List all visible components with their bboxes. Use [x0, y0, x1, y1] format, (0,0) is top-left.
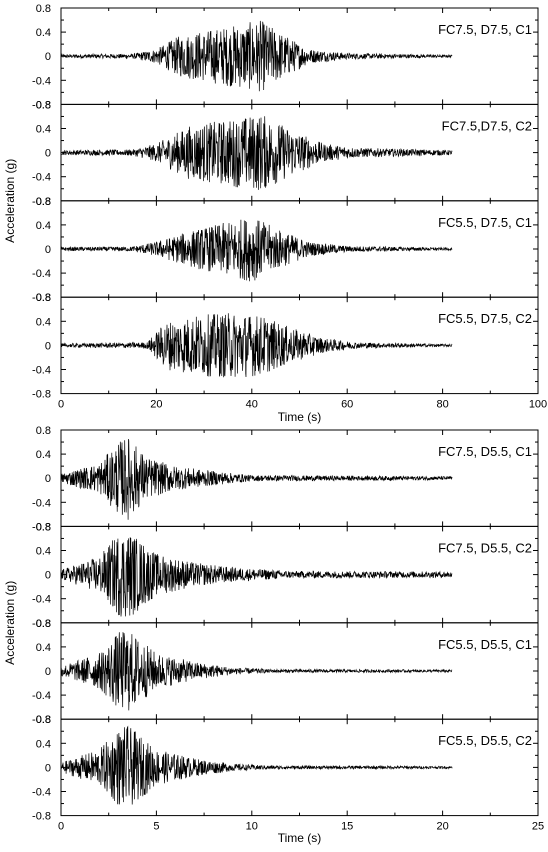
panel-1-4: 0.8 0.4 0 -0.4 -0.8 FC5.5, D7.5, C2: [32, 292, 539, 401]
y-tick-label: 0.4: [36, 642, 51, 654]
y-tick-label: 0: [45, 340, 51, 352]
chart-group-2: 0.8 0.4 0 -0.4 -0.8 FC7.5, D5.5, C1 0.8 0.4 0 -0.…: [3, 425, 544, 845]
y-tick-label: -0.4: [32, 75, 51, 87]
acceleration-trace: [60, 438, 453, 520]
y-tick-label: 0.8: [36, 521, 51, 533]
y-tick-label: 0: [45, 148, 51, 160]
panel-record-label: FC7.5, D5.5, C1: [438, 444, 532, 459]
y-tick-label: -0.4: [32, 690, 51, 702]
y-tick-label: -0.8: [32, 618, 51, 630]
y-tick-label: 0: [45, 666, 51, 678]
y-tick-label: 0: [45, 762, 51, 774]
y-tick-label: -0.8: [32, 811, 51, 823]
y-tick-label: -0.4: [32, 365, 51, 377]
panel-record-label: FC5.5, D5.5, C1: [438, 637, 532, 652]
x-axis-label: Time (s): [278, 410, 322, 424]
panel-2-4: 0.8 0.4 0 -0.4 -0.8 FC5.5, D5.5, C2: [32, 714, 539, 823]
y-tick-label: 0.4: [36, 546, 51, 558]
y-tick-label: 0.4: [36, 220, 51, 232]
acceleration-trace: [60, 725, 453, 805]
acceleration-trace: [60, 632, 453, 711]
y-tick-label: 0.8: [36, 99, 51, 111]
acceleration-trace: [60, 20, 453, 92]
panel-2-1: 0.8 0.4 0 -0.4 -0.8 FC7.5, D5.5, C1: [32, 425, 539, 533]
chart-group-1: 0.8 0.4 0 -0.4 -0.8 FC7.5, D7.5, C1 0.8 0.4 0 -0.…: [3, 3, 547, 424]
panel-1-3: 0.8 0.4 0 -0.4 -0.8 FC5.5, D7.5, C1: [32, 196, 539, 304]
panel-1-1: 0.8 0.4 0 -0.4 -0.8 FC7.5, D7.5, C1: [32, 3, 539, 111]
y-axis-label: Acceleration (g): [3, 159, 17, 243]
y-tick-label: 0: [45, 51, 51, 63]
x-tick-label: 15: [341, 821, 353, 833]
y-tick-label: -0.4: [32, 268, 51, 280]
y-tick-label: 0.8: [36, 425, 51, 437]
panel-record-label: FC5.5, D7.5, C1: [438, 215, 532, 230]
y-tick-label: 0.8: [36, 618, 51, 630]
y-tick-label: -0.8: [32, 99, 51, 111]
acceleration-trace: [60, 537, 453, 617]
y-tick-label: 0.4: [36, 124, 51, 136]
y-tick-label: -0.8: [32, 292, 51, 304]
panel-record-label: FC5.5, D7.5, C2: [438, 311, 532, 326]
y-tick-label: 0.8: [36, 292, 51, 304]
y-tick-label: -0.4: [32, 787, 51, 799]
x-tick-label: 100: [529, 399, 547, 411]
y-tick-label: 0.8: [36, 714, 51, 726]
y-axis-label: Acceleration (g): [3, 581, 17, 665]
acceleration-trace: [60, 116, 453, 190]
y-tick-label: 0: [45, 473, 51, 485]
x-tick-label: 25: [532, 821, 544, 833]
x-tick-label: 40: [246, 399, 258, 411]
acceleration-trace: [60, 313, 453, 378]
x-tick-label: 0: [58, 399, 64, 411]
y-tick-label: 0.8: [36, 196, 51, 208]
y-tick-label: -0.4: [32, 497, 51, 509]
panel-1-2: 0.8 0.4 0 -0.4 -0.8 FC7.5,D7.5, C2: [32, 99, 539, 208]
panel-record-label: FC7.5, D7.5, C1: [438, 22, 532, 37]
y-tick-label: -0.8: [32, 389, 51, 401]
y-tick-label: 0.4: [36, 27, 51, 39]
y-tick-label: -0.8: [32, 196, 51, 208]
y-tick-label: -0.8: [32, 521, 51, 533]
y-tick-label: -0.4: [32, 172, 51, 184]
y-tick-label: 0: [45, 244, 51, 256]
panel-2-2: 0.8 0.4 0 -0.4 -0.8 FC7.5, D5.5, C2: [32, 521, 539, 630]
x-tick-label: 10: [246, 821, 258, 833]
x-tick-label: 0: [58, 821, 64, 833]
x-tick-label: 5: [153, 821, 159, 833]
y-tick-label: -0.8: [32, 714, 51, 726]
y-tick-label: -0.4: [32, 594, 51, 606]
panel-2-3: 0.8 0.4 0 -0.4 -0.8 FC5.5, D5.5, C1: [32, 618, 539, 726]
x-tick-label: 20: [436, 821, 448, 833]
panel-record-label: FC5.5, D5.5, C2: [438, 733, 532, 748]
y-tick-label: 0.4: [36, 738, 51, 750]
x-tick-label: 20: [150, 399, 162, 411]
acceleration-trace: [60, 219, 453, 282]
x-tick-label: 60: [341, 399, 353, 411]
y-tick-label: 0.4: [36, 449, 51, 461]
y-tick-label: 0: [45, 570, 51, 582]
y-tick-label: 0.8: [36, 3, 51, 15]
x-tick-label: 80: [436, 399, 448, 411]
panel-record-label: FC7.5, D5.5, C2: [438, 540, 532, 555]
x-axis-label: Time (s): [278, 831, 322, 845]
y-tick-label: 0.4: [36, 316, 51, 328]
panel-record-label: FC7.5,D7.5, C2: [442, 118, 532, 133]
